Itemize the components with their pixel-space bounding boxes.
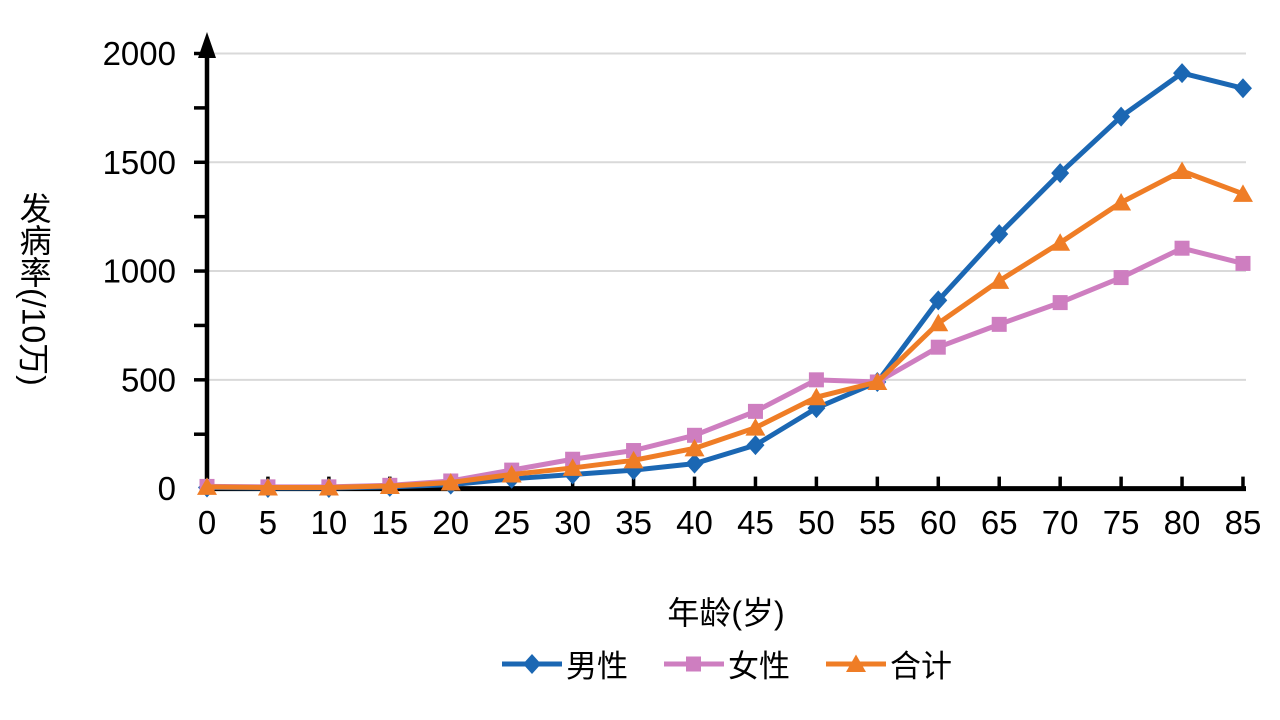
x-tick-label: 70: [1042, 504, 1079, 541]
series-male-marker: [1233, 78, 1252, 99]
x-tick-label: 65: [981, 504, 1018, 541]
series-total-marker: [928, 313, 949, 332]
series-total-marker: [1172, 161, 1193, 179]
x-tick-label: 80: [1164, 504, 1201, 541]
series-female-marker: [1113, 270, 1129, 286]
series-female-marker: [747, 403, 763, 419]
legend-label-total: 合计: [890, 649, 952, 684]
series-total-marker: [867, 372, 888, 391]
series-female-marker: [1235, 255, 1251, 271]
x-tick-label: 0: [198, 504, 216, 541]
series-female-marker: [1174, 240, 1190, 256]
legend-label-female: 女性: [728, 649, 790, 684]
y-tick-label: 1500: [103, 144, 176, 181]
series-total-marker: [745, 418, 766, 436]
series-female-marker: [808, 372, 824, 388]
series-male-marker: [685, 453, 704, 474]
series-female-line: [206, 245, 1244, 490]
series-female-marker: [1052, 295, 1068, 311]
series-male-marker: [1173, 63, 1192, 84]
series-total-marker: [623, 450, 644, 469]
series-total-marker: [197, 477, 217, 495]
series-total-marker: [318, 478, 339, 496]
x-axis-title: 年龄(岁): [667, 595, 785, 631]
series-male-marker: [929, 290, 948, 311]
y-axis-arrow: [198, 32, 216, 58]
x-tick-label: 75: [1103, 504, 1140, 541]
series-male-marker: [990, 224, 1009, 245]
x-tick-label: 35: [615, 504, 652, 541]
x-tick-label: 5: [259, 504, 277, 541]
series-total-marker: [379, 476, 400, 494]
x-tick-label: 15: [371, 504, 408, 541]
series-female-marker: [991, 316, 1007, 332]
legend-item-male: 男性: [500, 641, 628, 686]
y-tick-label: 2000: [103, 35, 176, 72]
y-axis-title-unit: (/10万): [15, 288, 52, 386]
x-tick-label: 40: [676, 504, 713, 541]
legend: 男性 女性 合计: [207, 641, 1245, 686]
x-tick-label: 60: [920, 504, 957, 541]
series-total-marker: [562, 458, 583, 476]
x-tick-label: 25: [493, 504, 530, 541]
series-total-marker: [501, 464, 522, 483]
series-female-marker: [687, 427, 703, 443]
chart-svg: 0 500 1000 1500 2000 0 5 10 15 20 25 30 35 40 45 50 55 60…: [103, 32, 1262, 541]
legend-label-male: 男性: [566, 649, 628, 684]
x-tick-label: 50: [798, 504, 835, 541]
x-tick-label: 45: [737, 504, 774, 541]
series-total-marker: [440, 473, 461, 491]
series-total-marker: [1050, 233, 1071, 251]
x-tick-label: 55: [859, 504, 896, 541]
x-tick-label: 10: [311, 504, 348, 541]
x-tick-label: 20: [432, 504, 469, 541]
series-total-marker: [989, 271, 1010, 289]
legend-marker-diamond-icon: [502, 653, 562, 674]
y-axis-title: 发病率 (/10万): [15, 192, 52, 452]
legend-item-female: 女性: [662, 641, 790, 686]
series-total-marker: [684, 438, 705, 457]
y-axis-title-main: 发病率: [15, 192, 52, 288]
series-total-marker: [257, 478, 278, 496]
x-tick-label: 30: [554, 504, 591, 541]
legend-item-total: 合计: [824, 641, 952, 686]
series-male-marker: [1112, 106, 1131, 127]
legend-marker-triangle-icon: [826, 654, 886, 672]
series-total-marker: [1232, 184, 1253, 202]
series-male-marker: [746, 435, 765, 456]
legend-marker-square-icon: [664, 656, 724, 671]
series-female-marker: [626, 443, 642, 459]
y-tick-label: 500: [121, 361, 176, 398]
series-female-marker: [930, 339, 946, 355]
series-total-marker: [806, 387, 827, 406]
series-total-line: [206, 168, 1244, 491]
y-tick-label: 0: [158, 470, 176, 507]
y-tick-label: 1000: [103, 253, 176, 290]
series-male-marker: [1051, 163, 1070, 184]
x-tick-label: 85: [1225, 504, 1262, 541]
series-total-marker: [1111, 193, 1132, 211]
